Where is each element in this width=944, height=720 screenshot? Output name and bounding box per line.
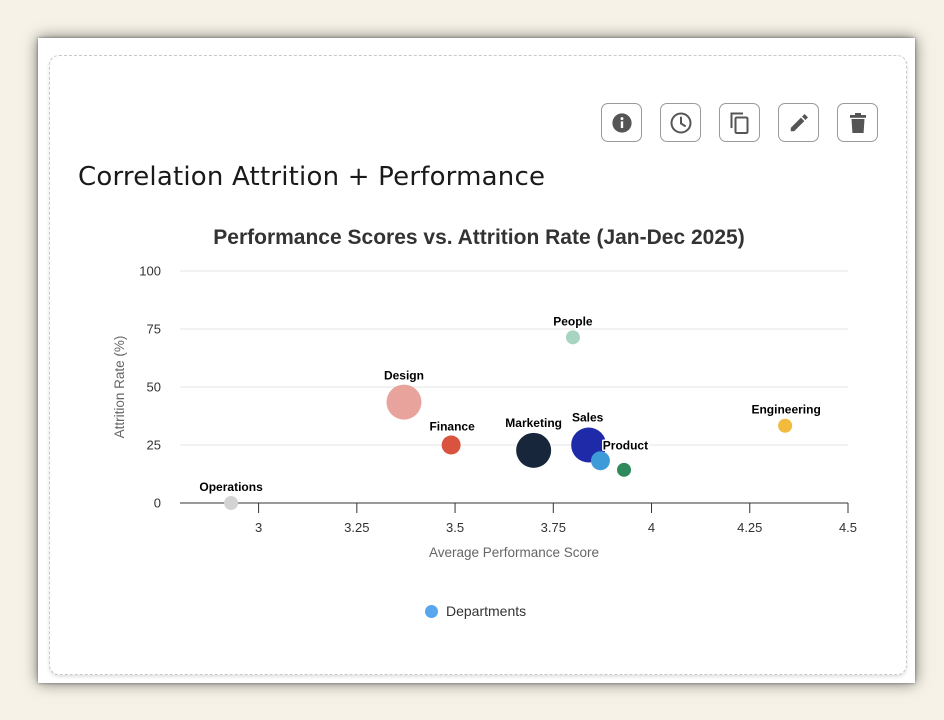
legend-marker — [425, 604, 438, 618]
data-point-people[interactable] — [565, 330, 580, 345]
point-label-product: Product — [603, 438, 648, 452]
chart-axes: 0 25 50 75 100 3 3.25 3.5 3.75 4 4.25 4.5 — [139, 264, 857, 536]
clock-icon — [670, 112, 691, 133]
y-tick-label: 50 — [147, 380, 161, 395]
edit-button[interactable] — [778, 103, 819, 142]
chart-card: Correlation Attrition + Performance Perf… — [49, 55, 907, 675]
data-point-marketing[interactable] — [516, 432, 552, 468]
x-tick-label: 4 — [648, 520, 655, 535]
data-point-product[interactable] — [617, 462, 632, 477]
y-tick-label: 75 — [147, 322, 161, 337]
point-label-engineering: Engineering — [751, 403, 820, 417]
point-label-finance: Finance — [429, 420, 475, 434]
x-tick-label: 4.25 — [737, 520, 762, 535]
copy-icon — [730, 112, 748, 134]
point-label-sales: Sales — [572, 411, 604, 425]
data-point-operations[interactable] — [224, 496, 239, 510]
data-point-product[interactable] — [590, 451, 610, 471]
scatter-chart: Performance Scores vs. Attrition Rate (J… — [112, 226, 857, 560]
x-tick-label: 3.5 — [446, 520, 464, 535]
duplicate-button[interactable] — [719, 103, 760, 142]
x-tick-label: 4.5 — [839, 520, 857, 535]
pencil-icon — [790, 113, 808, 131]
chart-points — [224, 330, 793, 510]
x-tick-label: 3.25 — [344, 520, 369, 535]
y-tick-label: 0 — [154, 496, 161, 511]
y-tick-label: 100 — [139, 264, 161, 279]
chart-legend[interactable]: Departments — [425, 603, 526, 619]
legend-label: Departments — [446, 603, 527, 619]
x-tick-label: 3 — [255, 520, 262, 535]
x-tick-label: 3.75 — [541, 520, 566, 535]
point-label-people: People — [553, 314, 593, 328]
info-icon — [611, 112, 632, 133]
trash-icon — [849, 112, 866, 133]
chart-point-labels: Operations Design Finance People Marketing Sa… — [198, 313, 822, 496]
x-axis-title: Average Performance Score — [429, 545, 599, 560]
screenshot-frame: Correlation Attrition + Performance Perf… — [38, 38, 915, 683]
data-point-engineering[interactable] — [778, 418, 793, 433]
y-axis-title: Attrition Rate (%) — [112, 336, 127, 439]
chart-gridlines — [180, 270, 848, 446]
chart-title: Performance Scores vs. Attrition Rate (J… — [213, 226, 744, 249]
info-button[interactable] — [601, 103, 642, 142]
data-point-design[interactable] — [386, 384, 422, 420]
y-tick-label: 25 — [147, 438, 161, 453]
data-point-finance[interactable] — [441, 435, 461, 455]
delete-button[interactable] — [837, 103, 878, 142]
point-label-marketing: Marketing — [505, 416, 562, 430]
point-label-operations: Operations — [199, 480, 263, 494]
point-label-design: Design — [384, 369, 424, 383]
history-button[interactable] — [660, 103, 701, 142]
card-toolbar — [601, 103, 878, 142]
card-title: Correlation Attrition + Performance — [78, 162, 546, 192]
